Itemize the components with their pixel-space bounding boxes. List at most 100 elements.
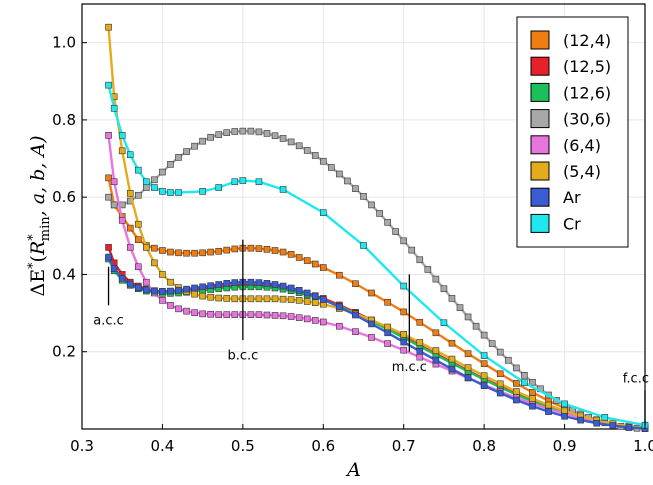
series-point	[521, 371, 528, 379]
series-point	[255, 178, 263, 186]
series-point	[311, 292, 319, 300]
series-point	[448, 365, 456, 373]
series-point	[183, 285, 190, 293]
series-point	[143, 244, 150, 251]
series-point	[159, 297, 166, 304]
series-point	[191, 142, 198, 150]
series-point	[110, 105, 118, 112]
legend-label: (12,6)	[563, 83, 611, 102]
series-point	[105, 81, 112, 89]
series-point	[319, 296, 327, 303]
y-tick-label: 0.4	[52, 265, 76, 283]
series-point	[126, 151, 134, 158]
series-point	[247, 127, 255, 135]
series-point	[287, 251, 295, 258]
legend-label: (30,6)	[563, 110, 611, 129]
legend-swatch	[530, 82, 550, 102]
series-point	[303, 298, 311, 305]
series-point	[384, 298, 391, 306]
series-point	[336, 322, 343, 330]
series-point	[143, 178, 150, 186]
series-point	[247, 278, 255, 286]
series-point	[513, 396, 520, 404]
series-point	[513, 364, 520, 372]
series-point	[105, 23, 112, 31]
series-point	[561, 407, 568, 415]
series-point	[448, 355, 456, 363]
series-point	[295, 286, 303, 294]
series-point	[432, 329, 440, 337]
series-point	[472, 322, 480, 330]
series-1	[105, 174, 649, 432]
series-point	[480, 382, 488, 390]
series-point	[352, 328, 359, 335]
legend-label: (6,4)	[563, 136, 601, 155]
series-point	[135, 263, 142, 271]
x-tick-label: 0.9	[553, 437, 577, 455]
series-point	[110, 265, 118, 272]
y-label-star: *	[26, 262, 41, 269]
series-point	[199, 137, 206, 145]
y-label-r-star: *	[26, 234, 41, 241]
series-point	[593, 419, 601, 427]
y-label-r: R	[27, 241, 49, 256]
series-point	[175, 189, 182, 196]
legend-box	[516, 16, 629, 248]
series-point	[295, 254, 303, 261]
legend-swatch	[530, 135, 550, 155]
series-point	[207, 282, 214, 289]
series-point	[263, 311, 271, 319]
series-point	[126, 190, 134, 197]
x-tick-label: 0.5	[231, 437, 255, 455]
series-point	[223, 280, 231, 287]
x-tick-label: 0.4	[150, 437, 174, 455]
series-point	[432, 347, 440, 354]
legend-label: (12,5)	[563, 57, 611, 76]
series-point	[295, 314, 303, 322]
series-point	[464, 313, 472, 321]
series-point	[376, 210, 383, 217]
series-point	[167, 248, 174, 256]
series-point	[440, 285, 448, 293]
series-point	[167, 189, 174, 196]
series-point	[344, 177, 351, 185]
series-point	[105, 253, 112, 261]
series-point	[360, 242, 367, 249]
series-point	[183, 249, 190, 257]
series-point	[118, 147, 126, 155]
series-point	[496, 380, 504, 388]
series-point	[159, 288, 166, 295]
series-point	[336, 170, 343, 178]
series-point	[215, 281, 223, 288]
series-point	[215, 184, 223, 191]
y-tick-label: 0.2	[52, 343, 76, 361]
series-point	[271, 132, 279, 140]
series-point	[368, 320, 375, 328]
series-point	[239, 127, 247, 135]
series-point	[110, 178, 118, 186]
series-point	[480, 360, 488, 368]
series-point	[215, 131, 223, 138]
series-point	[263, 130, 271, 137]
legend-swatch	[530, 109, 550, 129]
series-point	[175, 305, 182, 313]
series-point	[110, 201, 118, 209]
legend-swatch	[530, 213, 550, 233]
series-point	[456, 304, 464, 311]
series-point	[191, 290, 198, 298]
series-point	[135, 166, 142, 174]
series-point	[279, 135, 287, 142]
legend-swatch	[530, 56, 550, 76]
series-point	[529, 388, 536, 396]
annotation-label: b.c.c	[227, 348, 258, 363]
series-point	[448, 339, 456, 347]
series-point	[151, 287, 158, 295]
series-point	[126, 244, 134, 251]
series-point	[118, 217, 126, 224]
series-point	[271, 281, 279, 288]
series-point	[126, 224, 134, 232]
x-tick-label: 0.7	[392, 437, 416, 455]
annotation-label: f.c.c	[623, 372, 649, 387]
series-point	[464, 364, 472, 371]
